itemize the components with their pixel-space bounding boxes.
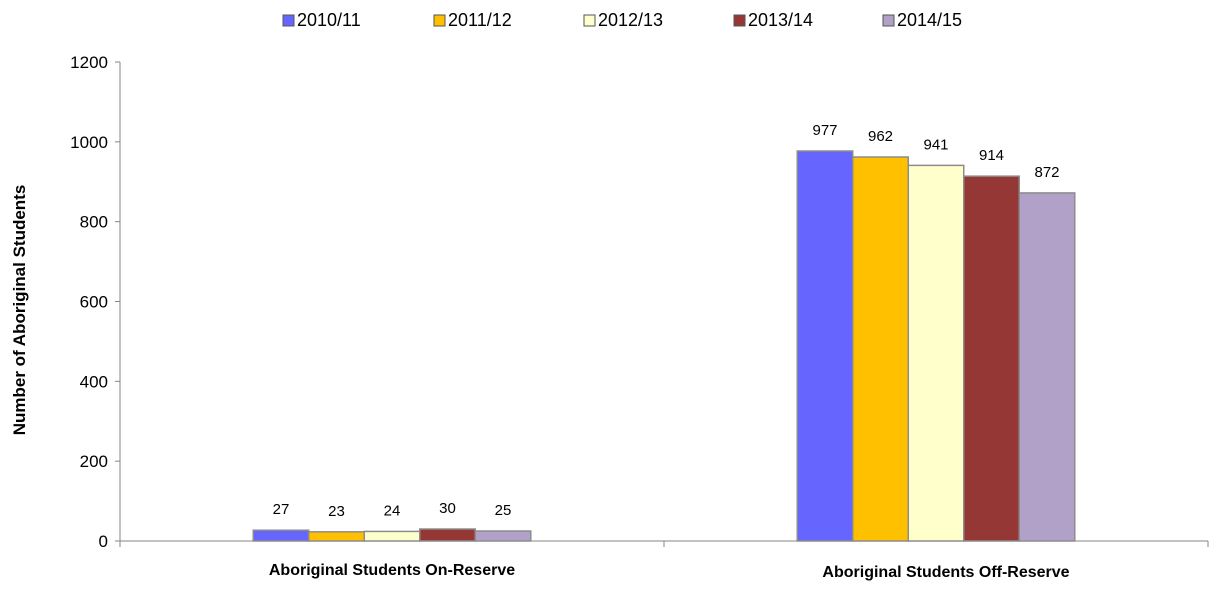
- data-label: 27: [273, 501, 290, 518]
- x-category-label: Aboriginal Students On-Reserve: [269, 562, 515, 579]
- y-tick-label: 800: [80, 213, 108, 232]
- legend-swatch: [433, 14, 446, 27]
- x-category-label: Aboriginal Students Off-Reserve: [822, 564, 1069, 581]
- y-tick-label: 400: [80, 372, 108, 391]
- bars: [252, 150, 1076, 542]
- bar: [796, 150, 854, 542]
- bar: [419, 528, 476, 542]
- legend-label: 2013/14: [748, 10, 813, 30]
- data-label: 914: [979, 147, 1004, 164]
- legend-label: 2010/11: [297, 10, 361, 30]
- bar: [963, 175, 1020, 542]
- legend-label: 2012/13: [598, 10, 663, 30]
- legend: 2010/11 2011/12 2012/13 2013/14 2014/15: [282, 10, 962, 30]
- bar: [907, 164, 965, 542]
- bar: [308, 531, 365, 542]
- y-tick-label: 1200: [70, 53, 108, 72]
- legend-swatch: [882, 14, 895, 27]
- legend-swatch: [583, 14, 596, 27]
- data-label: 962: [868, 128, 893, 145]
- bar: [363, 530, 421, 542]
- data-labels: 27 23 24 30 25 977 962 941 914 872: [273, 122, 1060, 520]
- legend-swatch: [282, 14, 295, 27]
- axes: 0 200 400 600 800 1000 1200 Aboriginal Students…: [70, 53, 1209, 581]
- data-label: 977: [812, 122, 837, 139]
- bar: [1018, 192, 1076, 542]
- data-label: 941: [923, 136, 948, 153]
- data-label: 30: [439, 500, 456, 517]
- y-axis-label: Number of Aboriginal Students: [10, 185, 29, 436]
- data-label: 23: [328, 503, 345, 520]
- bar: [252, 529, 310, 542]
- y-tick-label: 1000: [70, 133, 108, 152]
- legend-label: 2014/15: [897, 10, 962, 30]
- y-tick-label: 600: [80, 293, 108, 312]
- bar: [474, 530, 532, 542]
- data-label: 24: [384, 502, 401, 519]
- data-label: 872: [1034, 164, 1059, 181]
- y-tick-label: 200: [80, 452, 108, 471]
- bar: [852, 156, 909, 542]
- data-label: 25: [495, 502, 512, 519]
- legend-swatch: [733, 14, 746, 27]
- legend-label: 2011/12: [448, 10, 512, 30]
- y-tick-label: 0: [99, 532, 108, 551]
